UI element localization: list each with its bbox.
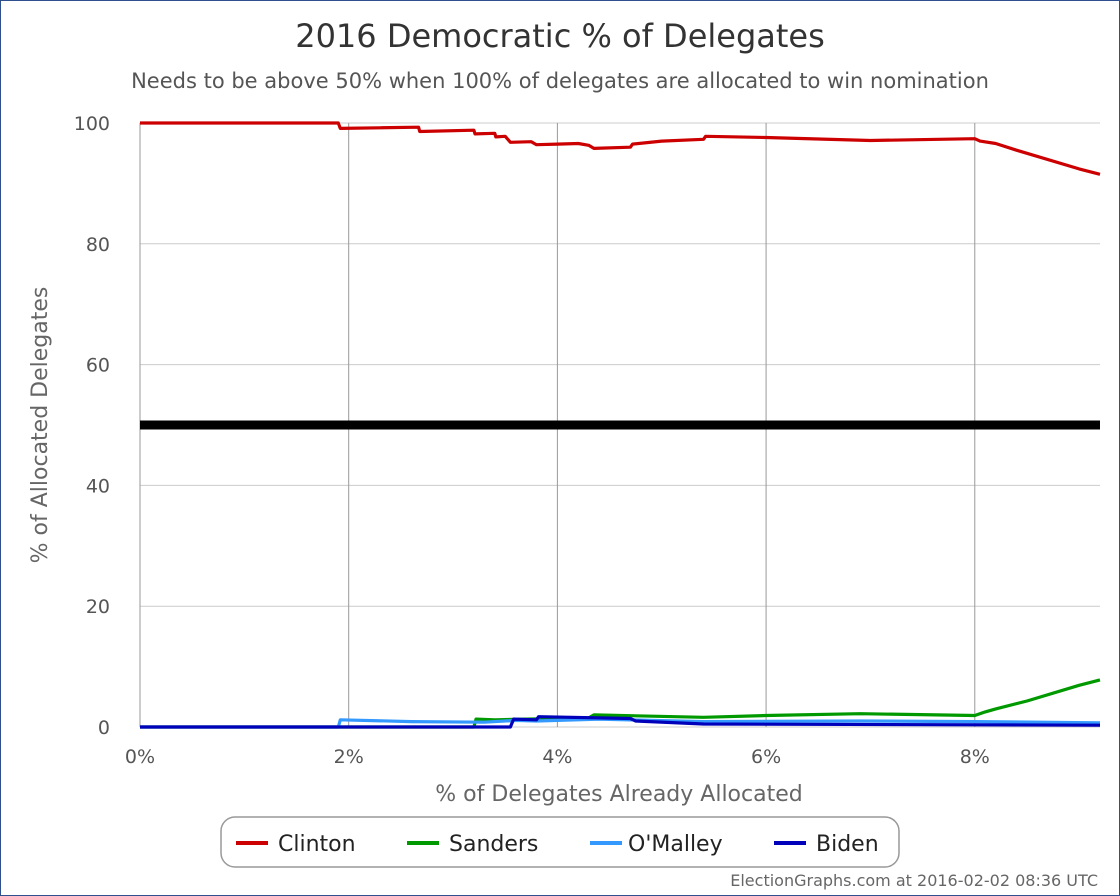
legend-item-sanders[interactable]: Sanders xyxy=(407,832,538,857)
chart-title: 2016 Democratic % of Delegates xyxy=(295,17,825,55)
y-axis-ticks: 0 20 40 60 80 100 xyxy=(74,113,110,739)
legend-box xyxy=(220,816,900,868)
y-tick-label: 20 xyxy=(86,596,110,618)
x-tick-label: 6% xyxy=(751,746,781,768)
legend-item-biden[interactable]: Biden xyxy=(774,832,879,857)
legend: Clinton Sanders O'Malley Biden xyxy=(220,816,900,868)
series-line-sanders xyxy=(140,678,1101,729)
x-axis-title: % of Delegates Already Allocated xyxy=(435,782,802,807)
y-tick-label: 60 xyxy=(86,355,110,377)
credit-text: ElectionGraphs.com at 2016-02-02 08:36 U… xyxy=(730,871,1098,890)
y-axis-title: % of Allocated Delegates xyxy=(28,287,53,564)
y-tick-label: 0 xyxy=(98,717,110,739)
y-tick-label: 100 xyxy=(74,113,110,135)
legend-item-omalley[interactable]: O'Malley xyxy=(590,832,723,857)
y-tick-label: 80 xyxy=(86,234,110,256)
legend-label-omalley: O'Malley xyxy=(628,832,723,857)
x-tick-label: 0% xyxy=(125,746,155,768)
x-tick-label: 8% xyxy=(960,746,990,768)
y-tick-label: 40 xyxy=(86,475,110,497)
legend-label-sanders: Sanders xyxy=(449,832,538,857)
series-lines xyxy=(140,121,1101,729)
series-line-clinton xyxy=(140,121,1101,176)
x-axis-ticks: 0% 2% 4% 6% 8% xyxy=(125,746,990,768)
legend-label-biden: Biden xyxy=(816,832,879,857)
legend-item-clinton[interactable]: Clinton xyxy=(236,832,356,857)
x-tick-label: 2% xyxy=(334,746,364,768)
series-line-biden xyxy=(140,715,1101,729)
legend-label-clinton: Clinton xyxy=(278,832,356,857)
chart-subtitle: Needs to be above 50% when 100% of deleg… xyxy=(131,69,989,93)
x-tick-label: 4% xyxy=(542,746,572,768)
